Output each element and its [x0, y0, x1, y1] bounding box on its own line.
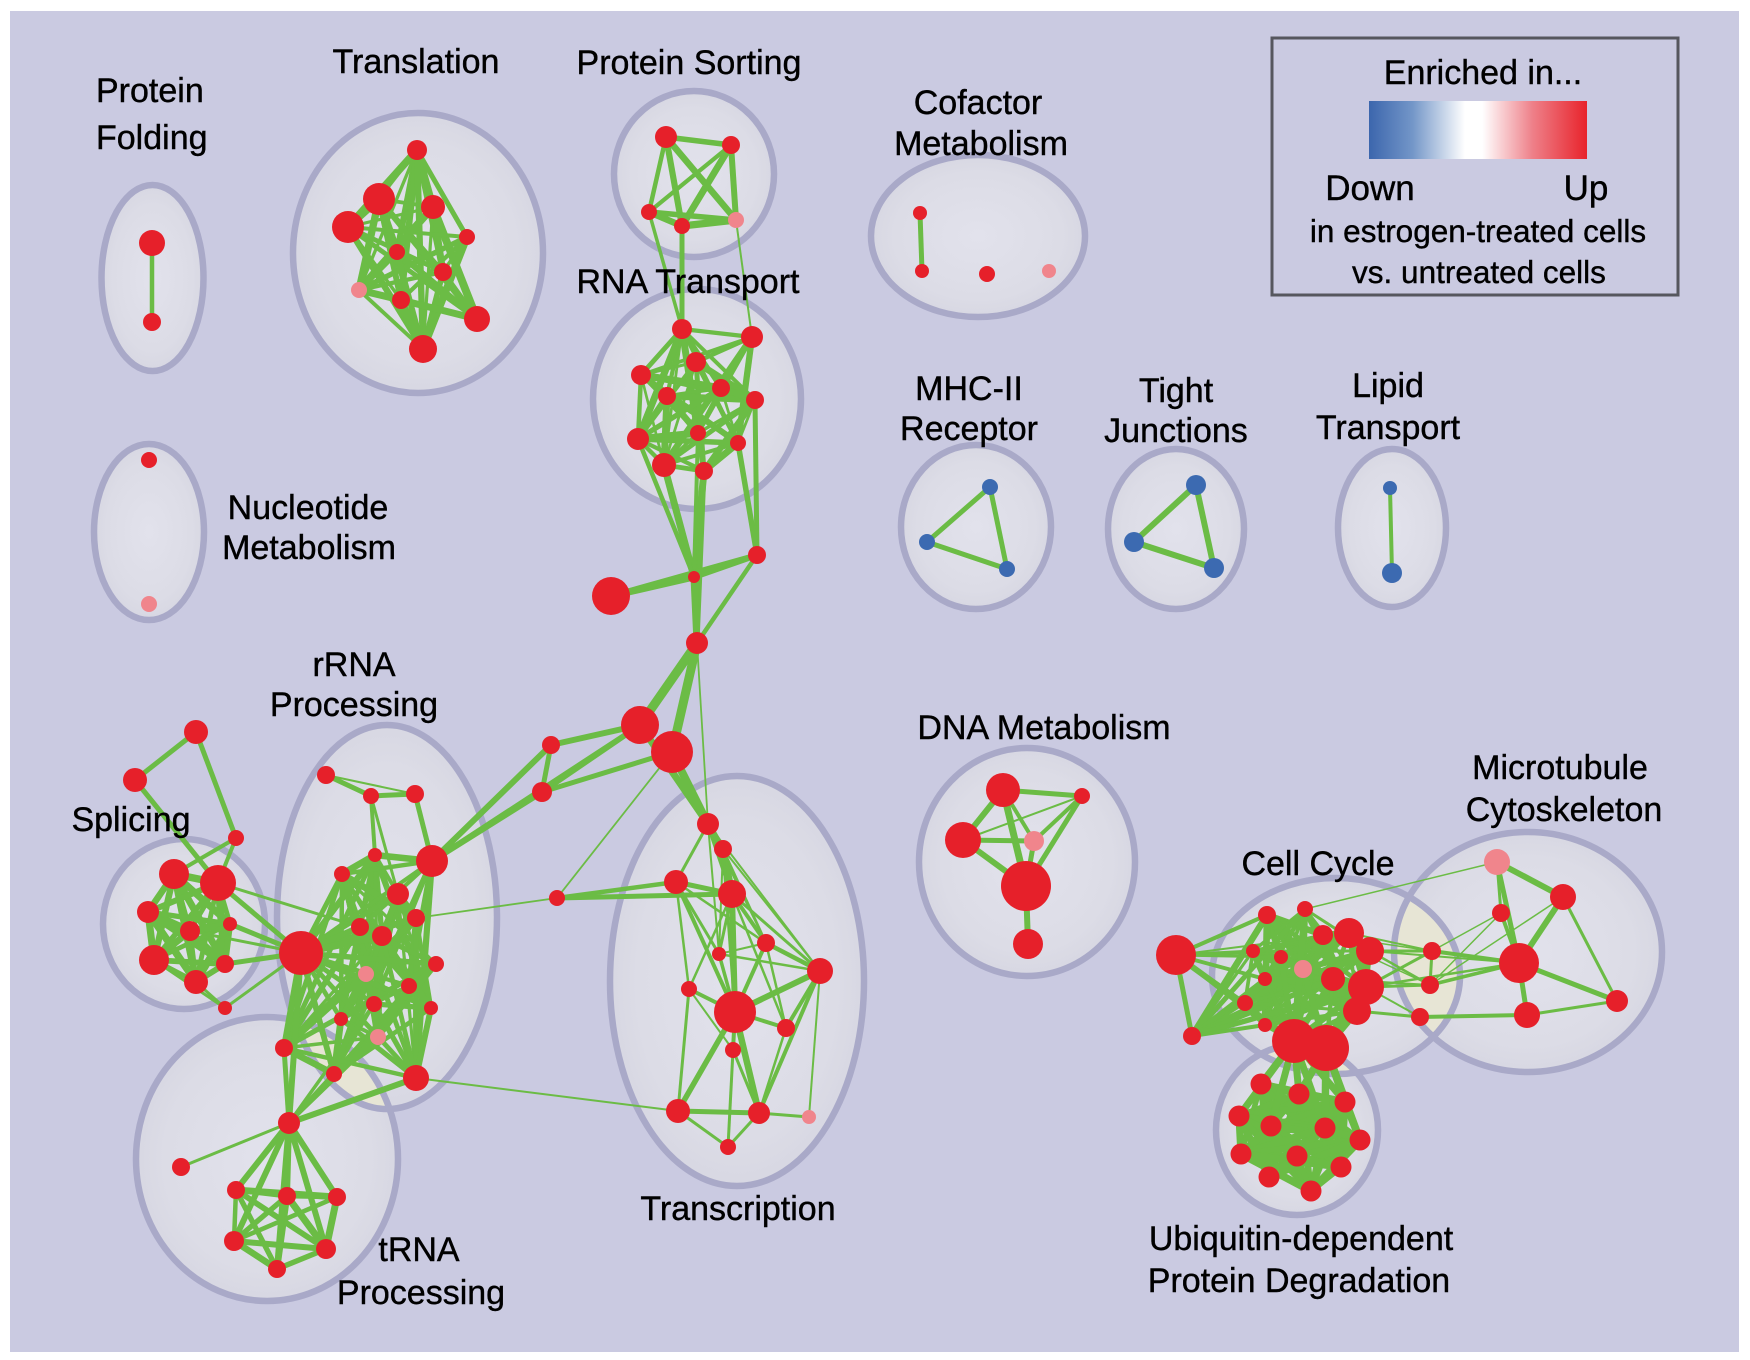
svg-text:RNA Transport: RNA Transport — [577, 263, 801, 301]
svg-text:DNA Metabolism: DNA Metabolism — [917, 709, 1170, 747]
svg-text:rRNA: rRNA — [312, 646, 395, 684]
svg-text:Junctions: Junctions — [1104, 412, 1248, 450]
svg-text:Translation: Translation — [333, 43, 500, 81]
svg-text:Lipid: Lipid — [1352, 367, 1424, 405]
svg-text:Up: Up — [1564, 169, 1609, 208]
svg-text:Enriched in...: Enriched in... — [1384, 54, 1582, 92]
svg-text:Ubiquitin-dependent: Ubiquitin-dependent — [1149, 1220, 1454, 1258]
svg-text:vs. untreated cells: vs. untreated cells — [1352, 254, 1606, 290]
svg-text:Nucleotide: Nucleotide — [228, 489, 389, 527]
svg-text:Metabolism: Metabolism — [222, 529, 396, 567]
svg-text:in estrogen-treated cells: in estrogen-treated cells — [1310, 213, 1646, 249]
svg-text:Protein: Protein — [96, 72, 204, 110]
svg-text:Microtubule: Microtubule — [1472, 749, 1648, 787]
svg-text:Metabolism: Metabolism — [894, 125, 1068, 163]
svg-text:MHC-II: MHC-II — [915, 370, 1023, 408]
svg-text:Cytoskeleton: Cytoskeleton — [1466, 791, 1663, 829]
svg-text:tRNA: tRNA — [378, 1231, 460, 1269]
svg-text:Processing: Processing — [337, 1274, 505, 1312]
svg-text:Splicing: Splicing — [71, 801, 190, 839]
svg-text:Transport: Transport — [1316, 409, 1461, 447]
svg-text:Cofactor: Cofactor — [914, 84, 1043, 122]
svg-text:Receptor: Receptor — [900, 410, 1038, 448]
svg-text:Protein Degradation: Protein Degradation — [1148, 1262, 1450, 1300]
svg-text:Transcription: Transcription — [640, 1190, 835, 1228]
svg-text:Tight: Tight — [1139, 372, 1214, 410]
svg-text:Cell Cycle: Cell Cycle — [1241, 845, 1394, 883]
svg-text:Down: Down — [1325, 169, 1414, 208]
svg-text:Protein Sorting: Protein Sorting — [577, 44, 802, 82]
svg-text:Folding: Folding — [96, 119, 208, 157]
svg-text:Processing: Processing — [270, 686, 438, 724]
